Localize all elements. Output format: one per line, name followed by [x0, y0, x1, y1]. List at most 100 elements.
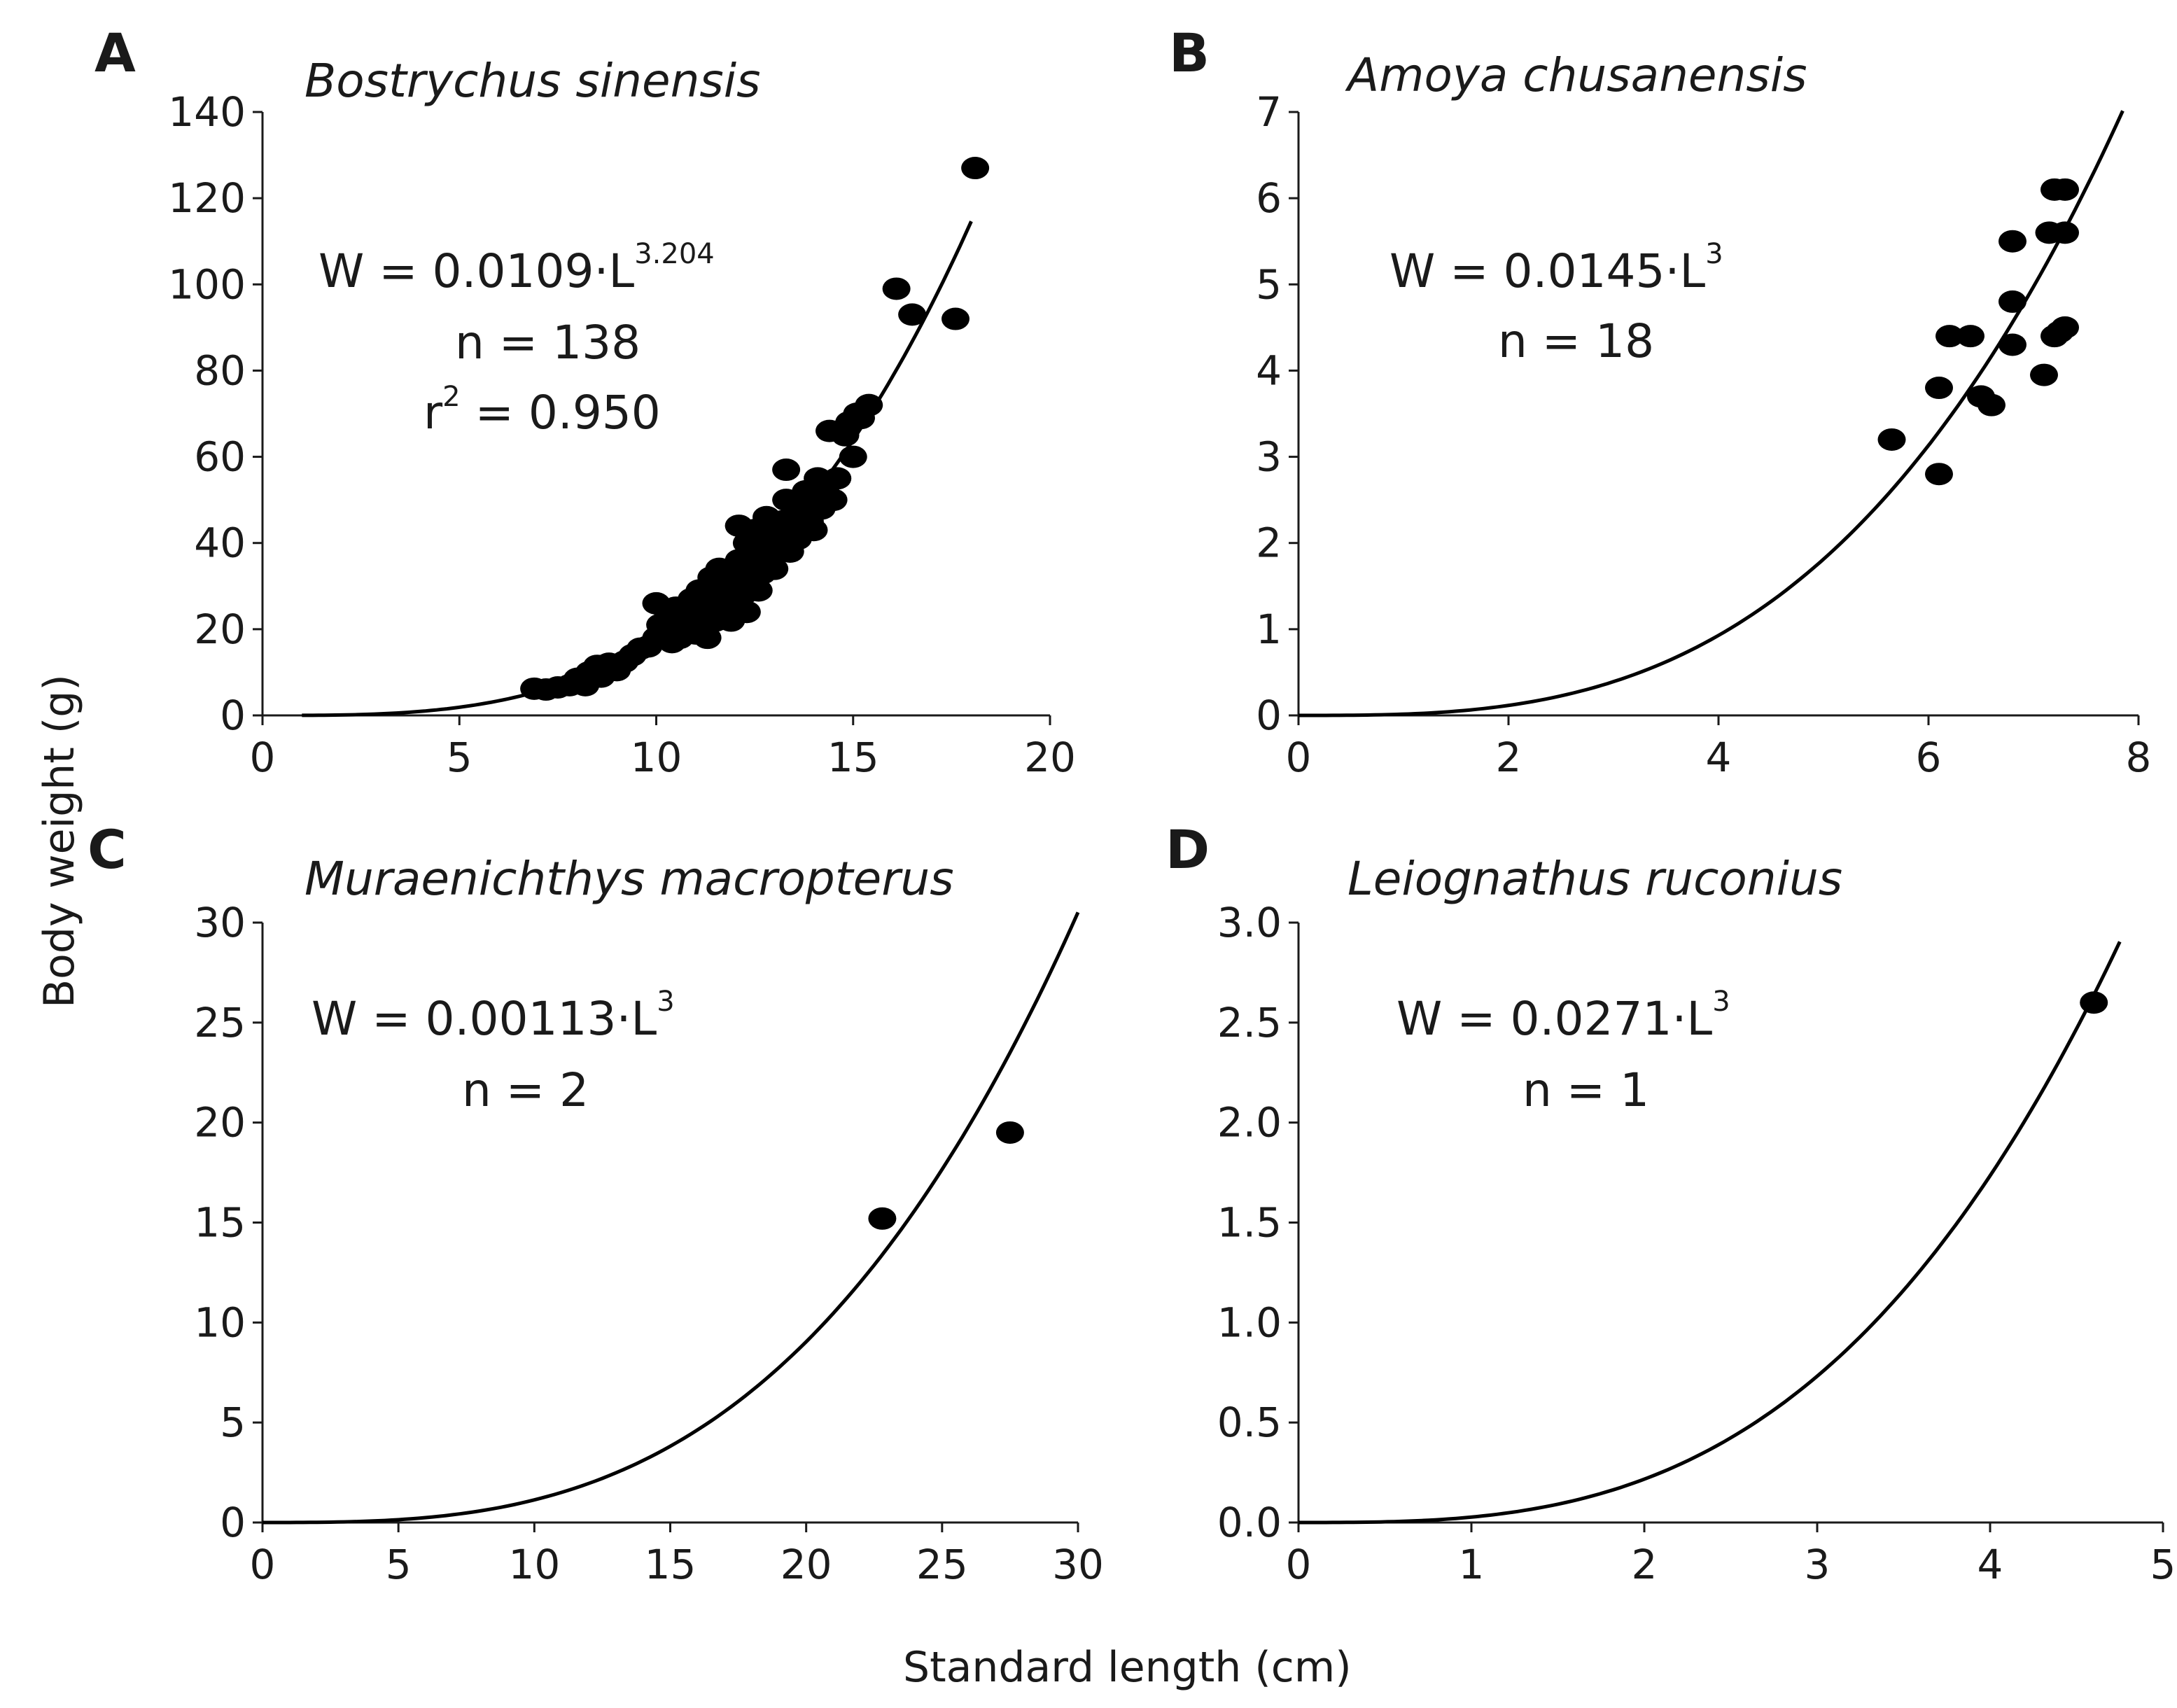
panel-d: D Leiognathus ruconius W = 0.0271·L3 n =…	[1166, 818, 1842, 1117]
panel-b-data-point	[1925, 377, 1953, 400]
panel-c-species-title: Muraenichthys macropterus	[304, 852, 954, 906]
panel-c-x-tick-label: 5	[386, 1541, 412, 1588]
panel-a-n: n = 138	[455, 316, 640, 370]
panel-a: A Bostrychus sinensis W = 0.0109·L3.204 …	[94, 22, 761, 440]
panel-b-plot: 0 2 4 6 8 0 1 2 3 4 5 6 7	[1256, 88, 2151, 781]
panel-d-y-tick-label: 2.0	[1217, 1099, 1282, 1147]
panel-a-r2-sup: 2	[442, 381, 460, 413]
panel-a-y-tick-label: 20	[194, 606, 246, 653]
panel-a-data-point	[961, 157, 990, 180]
panel-c-equation-base: W = 0.00113·L	[312, 992, 657, 1046]
panel-c-x-tick-label: 0	[250, 1541, 276, 1588]
panel-d-y-tick-label: 0.5	[1217, 1399, 1282, 1446]
panel-b-data-point	[1935, 325, 1963, 348]
panel-c-y-tick-label: 15	[194, 1199, 246, 1247]
panel-c-x-tick-label: 25	[916, 1541, 968, 1588]
panel-b-y-tick-label: 5	[1256, 260, 1282, 308]
panel-b-y-tick-label: 4	[1256, 346, 1282, 394]
panel-c-x-tick-label: 20	[780, 1541, 832, 1588]
panel-c-y-tick-label: 30	[194, 899, 246, 946]
panel-a-y-tick-label: 80	[194, 346, 246, 394]
panel-b-data-point	[2030, 363, 2058, 386]
panel-d-n: n = 1	[1522, 1063, 1649, 1117]
panel-b-data-point	[1877, 428, 1906, 451]
panel-c-equation: W = 0.00113·L3	[312, 986, 675, 1046]
panel-d-x-tick-label: 3	[1805, 1541, 1830, 1588]
panel-b-equation-exponent: 3	[1705, 238, 1723, 270]
panel-b-y-tick-label: 7	[1256, 88, 1282, 136]
panel-b-species-title: Amoya chusanensis	[1345, 48, 1807, 102]
panel-d-y-tick-label: 3.0	[1217, 899, 1282, 946]
panel-b-x-tick-label: 4	[1706, 734, 1732, 781]
panel-d-x-tick-label: 1	[1459, 1541, 1485, 1588]
panel-a-data-point	[882, 277, 911, 300]
panel-c-y-tick-label: 0	[220, 1499, 246, 1546]
panel-b-equation-base: W = 0.0145·L	[1390, 244, 1705, 298]
panel-c-y-tick-label: 5	[220, 1399, 246, 1446]
panel-d-letter: D	[1166, 818, 1210, 881]
panel-a-equation-base: W = 0.0109·L	[318, 244, 634, 298]
panel-a-x-tick-label: 15	[827, 734, 879, 781]
panel-b: B Amoya chusanensis W = 0.0145·L3 n = 18	[1169, 22, 1807, 368]
panel-b-y-tick-label: 3	[1256, 433, 1282, 481]
panel-d-equation-exponent: 3	[1712, 986, 1730, 1018]
panel-b-x-tick-label: 6	[1916, 734, 1942, 781]
panel-d-y-tick-label: 1.5	[1217, 1199, 1282, 1247]
panel-a-r2: r2 = 0.950	[424, 381, 661, 440]
panel-a-data-point	[760, 557, 789, 580]
panel-c-data-point	[995, 1121, 1024, 1144]
panel-a-data-point	[819, 489, 848, 512]
panel-b-x-tick-label: 2	[1496, 734, 1522, 781]
panel-a-letter: A	[94, 22, 136, 84]
panel-d-x-tick-label: 0	[1286, 1541, 1312, 1588]
panel-a-y-tick-label: 140	[168, 88, 246, 136]
panel-d-x-tick-label: 5	[2150, 1541, 2176, 1588]
panel-a-x-tick-label: 5	[447, 734, 472, 781]
panel-a-y-tick-label: 120	[168, 174, 246, 222]
panel-d-species-title: Leiognathus ruconius	[1348, 852, 1842, 906]
panel-a-data-point	[744, 579, 773, 602]
panel-b-y-tick-label: 1	[1256, 606, 1282, 653]
panel-b-data-point	[1925, 463, 1953, 486]
panel-d-plot: 0 1 2 3 4 5 0.0 0.5 1.0 1.5 2.0 2.5 3.0	[1217, 899, 2176, 1588]
panel-b-n: n = 18	[1498, 314, 1654, 368]
panel-a-r2-value: = 0.950	[461, 386, 661, 440]
panel-a-x-tick-label: 20	[1024, 734, 1076, 781]
panel-c-n: n = 2	[462, 1063, 589, 1117]
panel-b-data-point	[2045, 321, 2074, 344]
panel-a-species-title: Bostrychus sinensis	[304, 54, 761, 108]
panel-b-y-tick-label: 2	[1256, 519, 1282, 567]
panel-b-y-tick-label: 0	[1256, 692, 1282, 739]
panel-b-data-point	[1977, 393, 2005, 416]
panel-c-fit-curve	[262, 911, 1080, 1525]
panel-a-r2-label: r	[424, 386, 443, 440]
panel-a-y-tick-label: 0	[220, 692, 246, 739]
panel-b-data-point	[1998, 290, 2026, 313]
panel-c-y-tick-label: 25	[194, 999, 246, 1046]
x-axis-title: Standard length (cm)	[903, 1643, 1352, 1692]
panel-a-data-point	[732, 601, 761, 624]
panel-a-x-tick-label: 0	[250, 734, 276, 781]
panel-b-data-point	[2051, 221, 2079, 244]
panel-c-x-tick-label: 15	[645, 1541, 696, 1588]
panel-b-data-point	[2051, 178, 2079, 201]
panel-c-plot: 0 5 10 15 20 25 30 0 5 10 15 20 25 30	[194, 899, 1104, 1588]
panel-b-data-point	[1998, 230, 2026, 253]
panel-d-y-tick-label: 2.5	[1217, 999, 1282, 1046]
panel-a-data-point	[855, 393, 883, 416]
panel-a-data-point	[941, 307, 969, 330]
y-axis-title: Body weight (g)	[35, 674, 84, 1008]
panel-d-x-tick-label: 4	[1977, 1541, 2003, 1588]
panel-a-equation: W = 0.0109·L3.204	[318, 238, 715, 298]
panel-a-data-point	[693, 626, 722, 650]
panel-d-y-tick-label: 0.0	[1217, 1499, 1282, 1546]
panel-d-data-point	[2080, 991, 2108, 1014]
panel-d-equation-base: W = 0.0271·L	[1396, 992, 1712, 1046]
panel-d-x-tick-label: 2	[1632, 1541, 1658, 1588]
panel-a-data-point	[839, 445, 867, 468]
panel-a-data-point	[772, 458, 801, 482]
panel-c-y-tick-label: 20	[194, 1099, 246, 1147]
panel-d-equation: W = 0.0271·L3	[1396, 986, 1730, 1046]
panel-b-y-tick-label: 6	[1256, 174, 1282, 222]
